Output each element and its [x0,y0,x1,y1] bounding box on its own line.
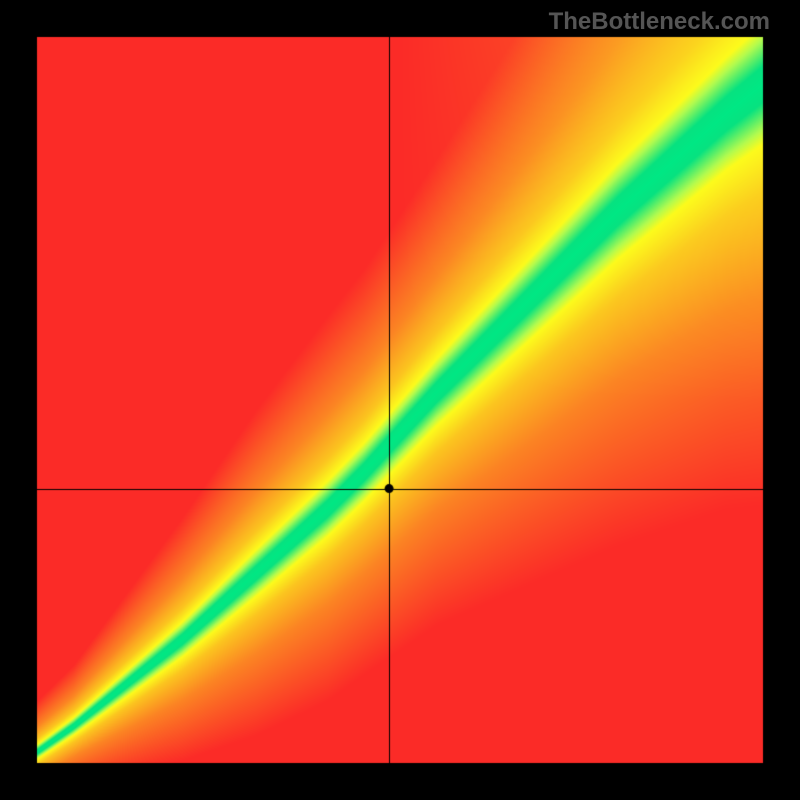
chart-container: { "type": "heatmap", "canvas": { "width"… [0,0,800,800]
watermark-text: TheBottleneck.com [549,8,770,36]
heatmap-canvas [0,0,800,800]
